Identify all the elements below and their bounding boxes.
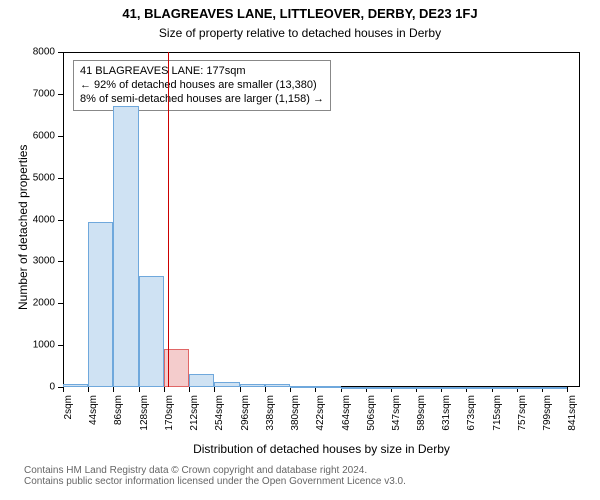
y-tick-label: 3000 — [0, 256, 55, 267]
y-tick-mark — [58, 261, 63, 262]
x-tick-label: 464sqm — [341, 395, 352, 445]
histogram-bar — [542, 387, 567, 389]
histogram-bar — [240, 384, 265, 387]
histogram-bar — [189, 374, 214, 387]
x-tick-label: 44sqm — [88, 395, 99, 445]
histogram-bar — [341, 387, 366, 389]
x-tick-label: 254sqm — [214, 395, 225, 445]
histogram-bar — [517, 387, 542, 389]
annotation-line-1: 41 BLAGREAVES LANE: 177sqm — [80, 65, 324, 79]
x-tick-label: 757sqm — [517, 395, 528, 445]
annotation-line-3: 8% of semi-detached houses are larger (1… — [80, 93, 324, 107]
x-tick-mark — [113, 387, 114, 392]
x-tick-mark — [265, 387, 266, 392]
y-tick-label: 1000 — [0, 340, 55, 351]
x-tick-mark — [214, 387, 215, 392]
histogram-bar — [139, 276, 164, 387]
x-tick-label: 631sqm — [441, 395, 452, 445]
x-tick-mark — [189, 387, 190, 392]
x-tick-mark — [290, 387, 291, 392]
y-tick-label: 4000 — [0, 214, 55, 225]
x-tick-label: 841sqm — [567, 395, 578, 445]
y-tick-mark — [58, 178, 63, 179]
footer-line-2: Contains public sector information licen… — [24, 476, 406, 487]
y-tick-mark — [58, 94, 63, 95]
x-tick-mark — [88, 387, 89, 392]
x-tick-label: 506sqm — [366, 395, 377, 445]
annotation-line-2: ← 92% of detached houses are smaller (13… — [80, 79, 324, 93]
y-tick-mark — [58, 345, 63, 346]
x-tick-label: 296sqm — [240, 395, 251, 445]
x-tick-mark — [164, 387, 165, 392]
histogram-bar — [441, 387, 466, 389]
y-tick-mark — [58, 303, 63, 304]
x-tick-label: 422sqm — [315, 395, 326, 445]
x-tick-label: 128sqm — [139, 395, 150, 445]
histogram-bar — [214, 382, 239, 387]
x-tick-label: 673sqm — [466, 395, 477, 445]
x-tick-label: 170sqm — [164, 395, 175, 445]
x-tick-label: 2sqm — [63, 395, 74, 445]
histogram-bar — [391, 387, 416, 389]
y-tick-label: 6000 — [0, 130, 55, 141]
x-tick-mark — [139, 387, 140, 392]
y-tick-label: 5000 — [0, 172, 55, 183]
reference-line — [168, 52, 169, 387]
footer-line-1: Contains HM Land Registry data © Crown c… — [24, 465, 406, 476]
histogram-bar — [113, 106, 138, 387]
histogram-bar — [466, 387, 491, 389]
y-tick-mark — [58, 136, 63, 137]
y-tick-mark — [58, 220, 63, 221]
x-tick-mark — [63, 387, 64, 392]
x-tick-label: 212sqm — [189, 395, 200, 445]
x-tick-label: 799sqm — [542, 395, 553, 445]
x-tick-mark — [567, 387, 568, 392]
histogram-bar — [366, 387, 391, 389]
histogram-bar — [315, 386, 340, 388]
y-tick-label: 0 — [0, 382, 55, 393]
histogram-bar — [416, 387, 441, 389]
y-axis-label: Number of detached properties — [16, 144, 30, 309]
x-tick-label: 338sqm — [265, 395, 276, 445]
chart-title: 41, BLAGREAVES LANE, LITTLEOVER, DERBY, … — [0, 6, 600, 21]
histogram-bar — [290, 386, 315, 388]
x-tick-label: 715sqm — [492, 395, 503, 445]
histogram-bar — [265, 384, 290, 387]
x-tick-label: 86sqm — [113, 395, 124, 445]
chart-subtitle: Size of property relative to detached ho… — [0, 26, 600, 40]
y-tick-label: 7000 — [0, 88, 55, 99]
y-tick-label: 8000 — [0, 47, 55, 58]
histogram-bar — [492, 387, 517, 389]
x-tick-label: 547sqm — [391, 395, 402, 445]
x-tick-label: 380sqm — [290, 395, 301, 445]
histogram-bar — [63, 384, 88, 387]
y-tick-label: 2000 — [0, 298, 55, 309]
y-tick-mark — [58, 52, 63, 53]
footer-attribution: Contains HM Land Registry data © Crown c… — [24, 465, 406, 487]
histogram-bar — [88, 222, 113, 387]
x-tick-mark — [240, 387, 241, 392]
x-tick-label: 589sqm — [416, 395, 427, 445]
annotation-box: 41 BLAGREAVES LANE: 177sqm ← 92% of deta… — [73, 60, 331, 111]
